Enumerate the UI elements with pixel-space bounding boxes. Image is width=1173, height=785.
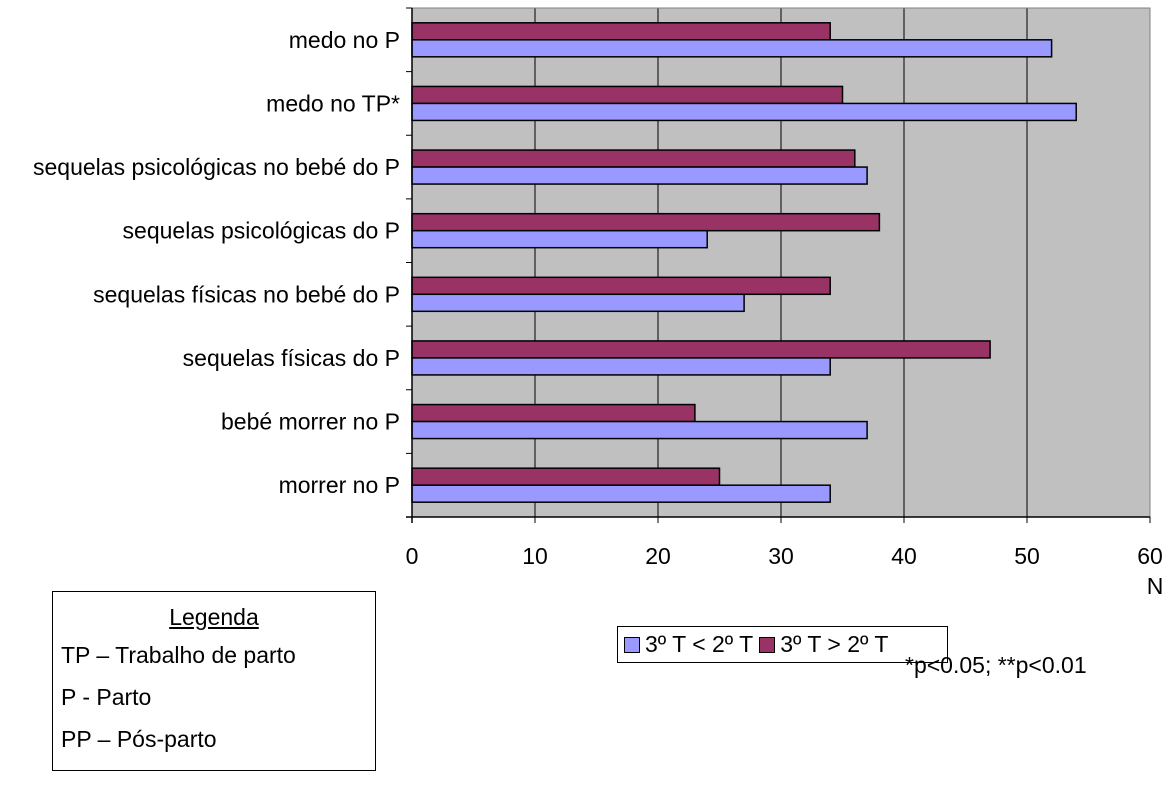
legend-swatch-series-2 (759, 636, 776, 653)
key-line-tp: TP – Trabalho de parto (61, 642, 296, 668)
bar (411, 39, 1053, 58)
category-label: medo no P (289, 27, 400, 53)
category-label: morrer no P (279, 472, 400, 498)
significance-note: *p<0.05; **p<0.01 (905, 652, 1087, 678)
x-tick-label: 0 (406, 543, 419, 569)
x-tick-label: 50 (1014, 543, 1040, 569)
category-label: bebé morrer no P (221, 409, 400, 435)
x-tick-label: 10 (522, 543, 548, 569)
bar (411, 467, 721, 486)
chart-legend: 3º T < 2º T 3º T > 2º T (617, 626, 948, 663)
category-label: sequelas físicas no bebé do P (93, 281, 400, 307)
bar (411, 166, 868, 185)
x-tick-label: 30 (768, 543, 794, 569)
legend-label-series-1: 3º T < 2º T (645, 631, 754, 657)
category-label: medo no TP* (266, 90, 400, 116)
bar (411, 276, 831, 296)
bar-chart: medo no P medo no TP* sequelas psicológica… (33, 7, 1164, 599)
bar (411, 212, 881, 232)
key-line-p: P - Parto (61, 684, 152, 710)
category-label: sequelas psicológicas no bebé do P (33, 154, 400, 180)
bar (411, 293, 745, 313)
bar (411, 149, 856, 168)
legend-swatch-series-1 (624, 636, 640, 653)
bar (411, 340, 991, 359)
legend-label-series-2: 3º T > 2º T (780, 631, 889, 657)
legend-item-series-2: 3º T > 2º T (759, 631, 888, 658)
bar (411, 102, 1077, 122)
bar (411, 420, 868, 440)
bar (411, 229, 708, 249)
category-label: sequelas físicas do P (183, 345, 400, 371)
x-tick-label: 40 (891, 543, 917, 569)
key-title: Legenda (169, 604, 259, 630)
bar (411, 484, 831, 503)
bar (411, 22, 831, 41)
x-tick-label: 60 (1137, 543, 1163, 569)
legend-item-series-1: 3º T < 2º T (624, 631, 753, 658)
bar (411, 357, 831, 376)
bar (411, 85, 844, 105)
abbreviation-key: Legenda TP – Trabalho de parto P - Parto… (52, 591, 376, 771)
key-line-pp: PP – Pós-parto (61, 726, 217, 752)
x-tick-label: 20 (645, 543, 671, 569)
x-axis-label: N (1147, 573, 1164, 599)
bar (411, 403, 696, 423)
category-label: sequelas psicológicas do P (123, 218, 400, 244)
